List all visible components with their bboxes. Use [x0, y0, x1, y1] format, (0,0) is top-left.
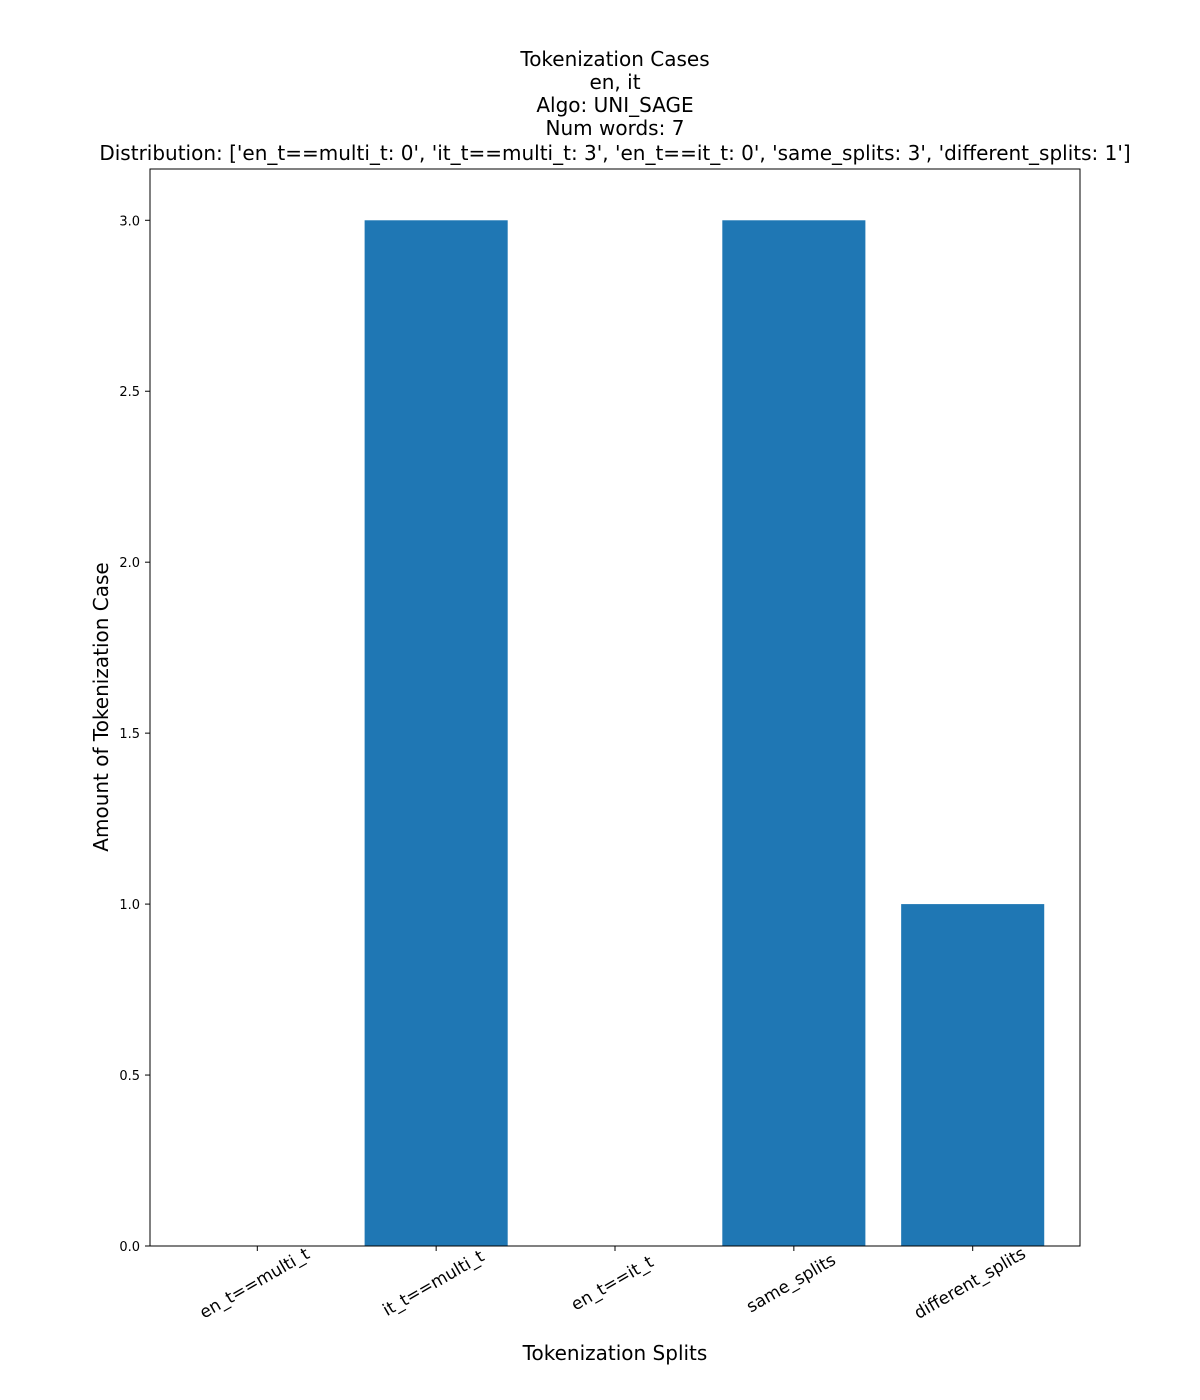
x-tick-label: it_t==multi_t: [379, 1246, 488, 1320]
x-tick-label: different_splits: [911, 1244, 1030, 1324]
bar-same_splits: [722, 220, 866, 1246]
y-tick-label: 1.5: [119, 727, 140, 742]
y-tick-label: 1.0: [119, 898, 140, 913]
y-tick-label: 2.5: [119, 385, 140, 400]
x-tick-label: same_splits: [743, 1250, 839, 1317]
x-axis-label: Tokenization Splits: [522, 1341, 708, 1365]
y-tick-label: 3.0: [119, 214, 140, 229]
chart-title: Tokenization Cases en, it Algo: UNI_SAGE…: [99, 47, 1130, 165]
x-tick-label: en_t==multi_t: [196, 1244, 313, 1323]
chart-title-line-1: Tokenization Cases: [519, 47, 709, 71]
y-axis-label: Amount of Tokenization Case: [89, 562, 113, 851]
chart-title-line-4: Num words: 7: [546, 116, 685, 140]
y-tick-label: 0.5: [119, 1069, 140, 1084]
chart-title-line-5: Distribution: ['en_t==multi_t: 0', 'it_t…: [99, 141, 1130, 165]
y-axis: 0.0 0.5 1.0 1.5 2.0 2.5 3.0: [119, 214, 150, 1255]
chart-title-line-3: Algo: UNI_SAGE: [536, 93, 693, 117]
x-tick-label: en_t==it_t: [568, 1252, 657, 1315]
plot-frame: [149, 168, 1081, 1247]
bar-different_splits: [901, 904, 1045, 1246]
bars-group: [364, 220, 1045, 1246]
y-tick-label: 0.0: [119, 1240, 140, 1255]
y-tick-label: 2.0: [119, 556, 140, 571]
chart-title-line-2: en, it: [589, 70, 640, 94]
bar-it_t==multi_t: [364, 220, 508, 1246]
x-axis: en_t==multi_t it_t==multi_t en_t==it_t same…: [196, 1244, 1029, 1324]
